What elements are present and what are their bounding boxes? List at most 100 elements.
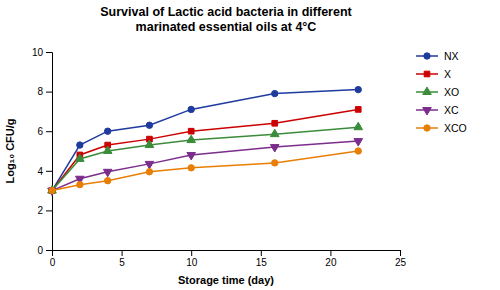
legend-marker <box>423 87 432 94</box>
tick-label: 0 <box>50 257 56 268</box>
marker <box>146 122 152 128</box>
legend: NX X XO XC XCO <box>416 50 467 134</box>
chart: 0 5 10 15 20 25 0 2 4 6 8 10 Survival of Lactic acid… <box>0 0 500 290</box>
legend-marker <box>424 71 430 77</box>
marker <box>146 169 152 175</box>
legend-marker <box>424 53 430 59</box>
tick-label: 8 <box>37 86 43 97</box>
legend-label: XC <box>444 104 459 116</box>
tick-mark <box>261 250 262 256</box>
tick-label: 25 <box>395 257 407 268</box>
marker <box>272 120 278 126</box>
x-axis-title: Storage time (day) <box>178 274 274 286</box>
legend-label: X <box>444 68 451 80</box>
y-axis-line <box>46 53 53 251</box>
marker <box>48 186 57 193</box>
legend-item: NX <box>416 50 459 62</box>
marker <box>77 142 83 148</box>
y-axis-tick: 4 <box>37 166 52 177</box>
y-axis-tick: 0 <box>37 245 52 256</box>
tick-mark <box>330 250 331 256</box>
tick-label: 20 <box>325 257 337 268</box>
y-axis-tick: 8 <box>37 86 52 97</box>
title: Survival of Lactic acid bacteria in diff… <box>100 5 352 34</box>
legend-item: XC <box>416 104 459 116</box>
tick-label: 15 <box>256 257 268 268</box>
tick-mark <box>122 250 123 256</box>
y-axis: 0 2 4 6 8 10 <box>32 47 53 256</box>
y-axis-tick: 2 <box>37 205 52 216</box>
marker <box>145 161 154 168</box>
marker <box>355 86 361 92</box>
legend-marker <box>424 125 430 131</box>
marker <box>188 106 194 112</box>
tick-label: 5 <box>119 257 125 268</box>
marker <box>187 135 196 142</box>
legend-marker <box>423 108 432 115</box>
marker <box>48 188 57 195</box>
tick-label: 10 <box>186 257 198 268</box>
legend-item: X <box>416 68 451 80</box>
legend-label: XO <box>444 86 459 98</box>
tick-mark <box>46 210 52 211</box>
tick-label: 2 <box>37 205 43 216</box>
tick-label: 10 <box>32 47 44 58</box>
legend-label: NX <box>444 50 459 62</box>
x-axis-line <box>53 251 401 257</box>
series <box>49 86 362 193</box>
plot: 0 5 10 15 20 25 0 2 4 6 8 10 <box>32 47 407 268</box>
tick-mark <box>46 131 52 132</box>
marker <box>104 128 110 134</box>
y-axis-tick: 6 <box>37 126 52 137</box>
marker <box>145 140 154 147</box>
series-line <box>52 151 358 191</box>
legend-label: XCO <box>444 122 467 134</box>
marker <box>104 178 110 184</box>
y-axis-tick: 10 <box>32 47 52 58</box>
tick-mark <box>46 52 52 53</box>
series-line <box>52 127 358 190</box>
series-line <box>52 90 358 191</box>
tick-mark <box>191 250 192 256</box>
x-axis-tick: 5 <box>119 250 125 268</box>
tick-label: 6 <box>37 126 43 137</box>
marker <box>354 139 363 146</box>
marker <box>76 154 85 161</box>
marker <box>49 188 55 194</box>
x-axis: 0 5 10 15 20 25 <box>50 250 407 268</box>
marker <box>188 128 194 134</box>
legend-item: XO <box>416 86 459 98</box>
marker <box>77 181 83 187</box>
tick-mark <box>46 92 52 93</box>
series <box>48 139 363 196</box>
series-area <box>48 86 363 195</box>
marker <box>355 148 361 154</box>
error-bar <box>272 121 277 125</box>
x-axis-tick: 25 <box>395 250 407 268</box>
marker <box>188 165 194 171</box>
marker <box>49 187 55 193</box>
marker <box>354 122 363 129</box>
legend-item: XCO <box>416 122 467 134</box>
series <box>49 107 361 194</box>
marker <box>272 90 278 96</box>
marker <box>272 160 278 166</box>
series <box>48 122 363 193</box>
error-bar <box>189 129 194 133</box>
tick-mark <box>46 171 52 172</box>
series-line <box>52 141 358 191</box>
series <box>49 148 362 194</box>
y-axis-title: Log₁₀ CFU/g <box>4 118 16 183</box>
tick-mark <box>400 250 401 256</box>
x-axis-tick: 0 <box>50 250 56 268</box>
x-axis-tick: 20 <box>325 250 337 268</box>
marker <box>49 187 55 193</box>
tick-mark <box>46 250 52 251</box>
x-axis-tick: 15 <box>256 250 268 268</box>
tick-label: 4 <box>37 166 43 177</box>
marker <box>270 129 279 136</box>
x-axis-tick: 10 <box>186 250 198 268</box>
marker <box>103 146 112 153</box>
marker <box>270 145 279 152</box>
series-line <box>52 109 358 190</box>
